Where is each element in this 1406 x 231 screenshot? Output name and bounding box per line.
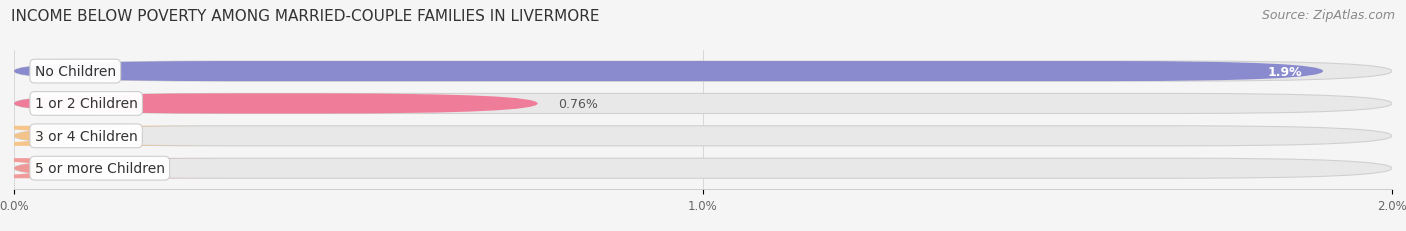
- FancyBboxPatch shape: [0, 158, 228, 179]
- Text: 0.0%: 0.0%: [69, 162, 101, 175]
- FancyBboxPatch shape: [14, 62, 1392, 82]
- FancyBboxPatch shape: [14, 94, 1392, 114]
- Text: No Children: No Children: [35, 65, 115, 79]
- FancyBboxPatch shape: [14, 94, 537, 114]
- Text: 1.9%: 1.9%: [1268, 65, 1302, 78]
- Text: Source: ZipAtlas.com: Source: ZipAtlas.com: [1261, 9, 1395, 22]
- Text: 0.0%: 0.0%: [69, 130, 101, 143]
- Text: 1 or 2 Children: 1 or 2 Children: [35, 97, 138, 111]
- Text: 5 or more Children: 5 or more Children: [35, 161, 165, 175]
- FancyBboxPatch shape: [0, 126, 228, 146]
- FancyBboxPatch shape: [14, 126, 1392, 146]
- Text: 3 or 4 Children: 3 or 4 Children: [35, 129, 138, 143]
- Text: INCOME BELOW POVERTY AMONG MARRIED-COUPLE FAMILIES IN LIVERMORE: INCOME BELOW POVERTY AMONG MARRIED-COUPL…: [11, 9, 600, 24]
- FancyBboxPatch shape: [14, 62, 1323, 82]
- Text: 0.76%: 0.76%: [558, 97, 598, 110]
- FancyBboxPatch shape: [14, 158, 1392, 179]
